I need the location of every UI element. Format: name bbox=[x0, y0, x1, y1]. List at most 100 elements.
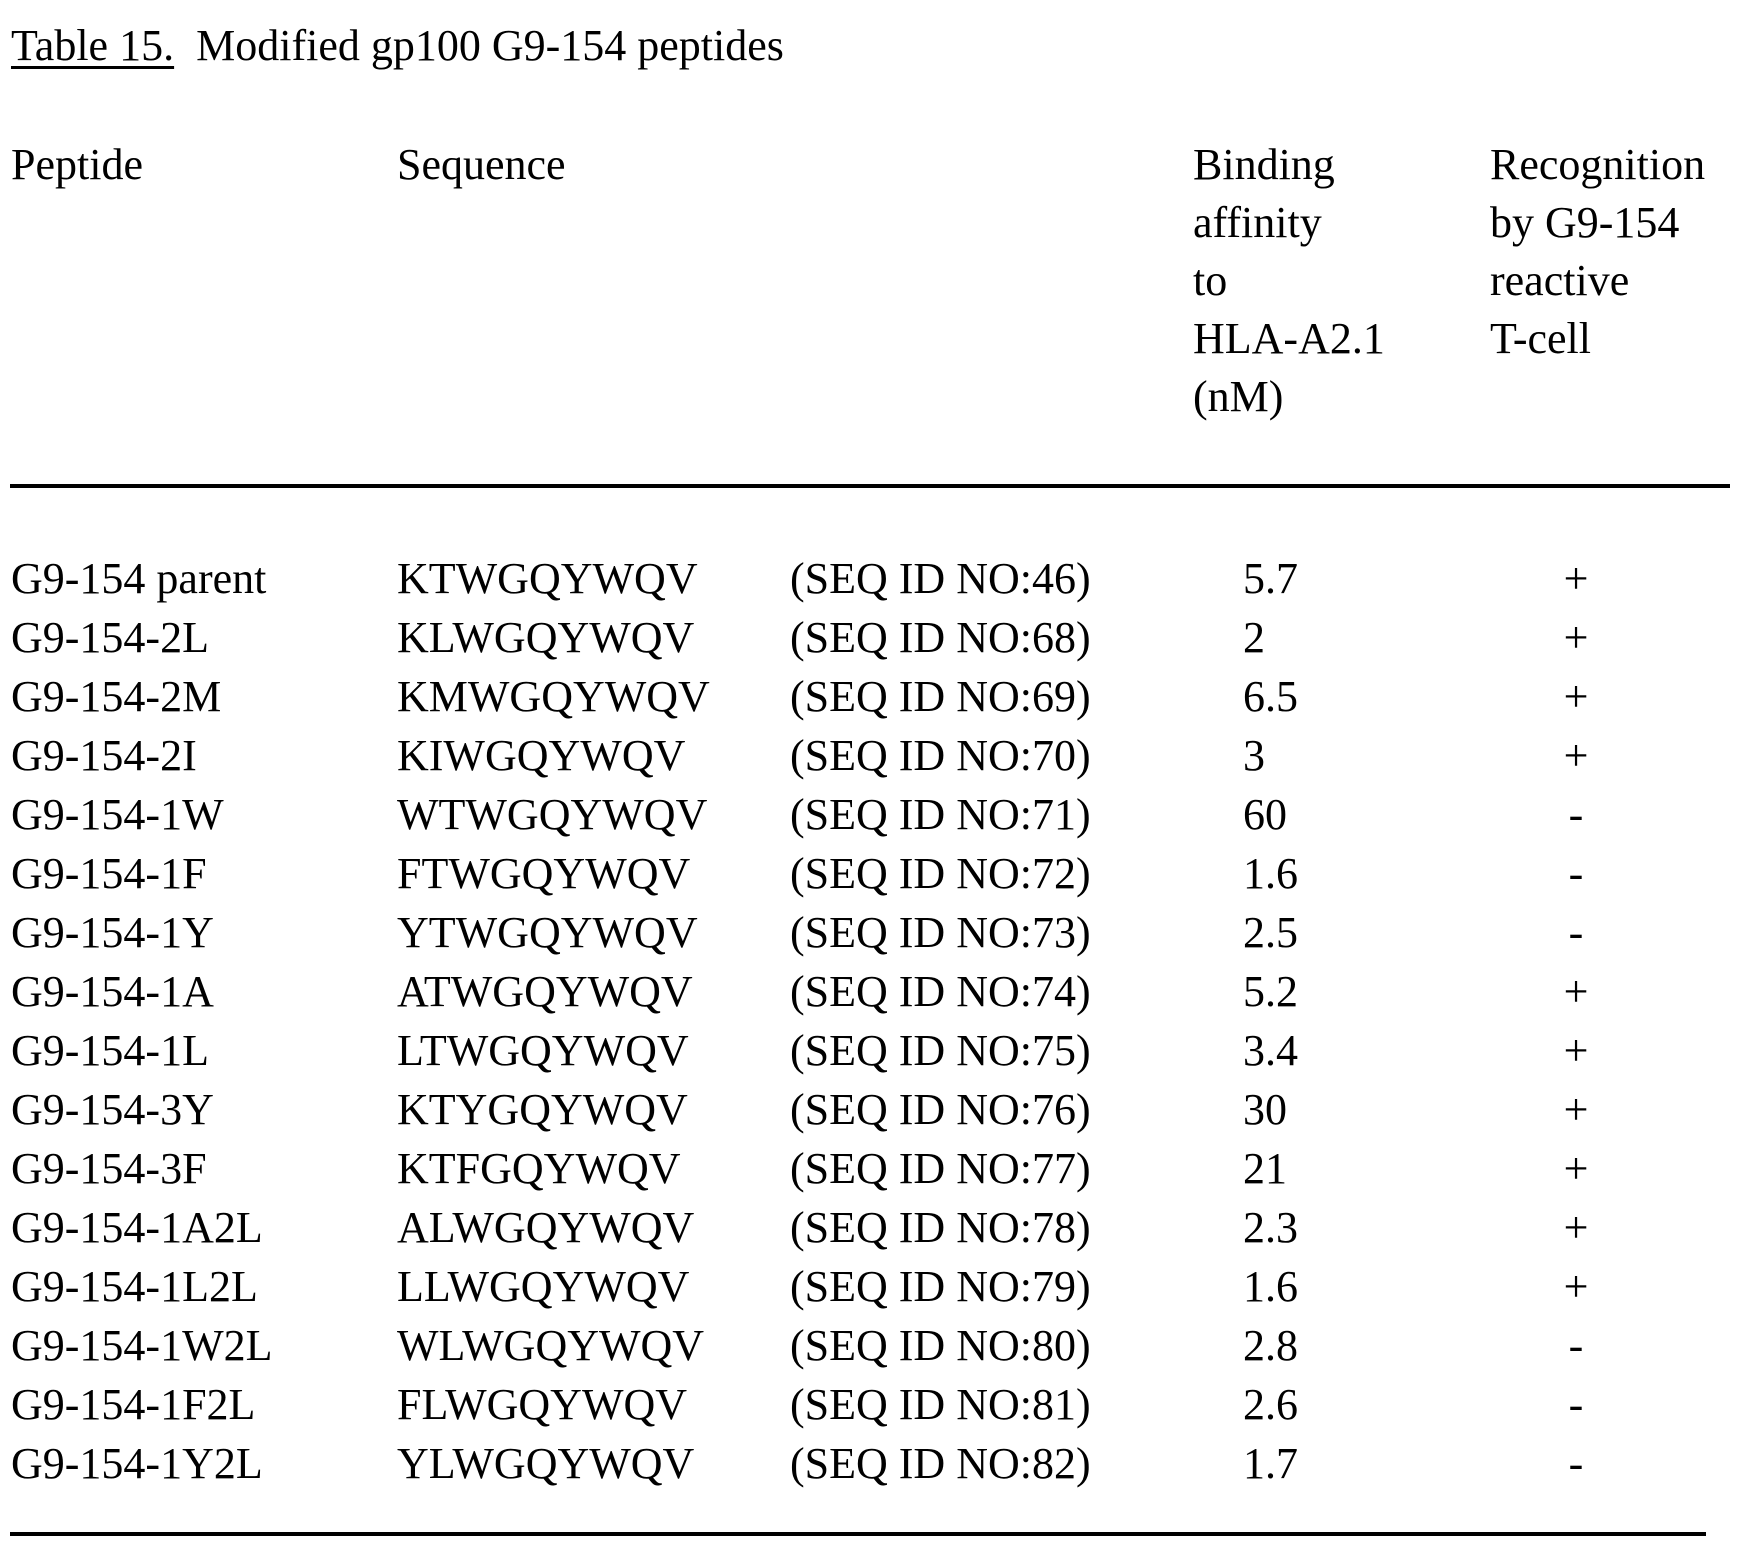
recognition-cell: + bbox=[1548, 608, 1604, 667]
binding-affinity-cell: 2.3 bbox=[1243, 1198, 1298, 1257]
sequence-cell: KLWGQYWQV bbox=[397, 608, 694, 667]
header-recognition-line: by G9-154 bbox=[1490, 194, 1705, 252]
seq-id-cell: (SEQ ID NO:79) bbox=[790, 1257, 1091, 1316]
recognition-cell: + bbox=[1548, 1257, 1604, 1316]
sequence-cell: KTFGQYWQV bbox=[397, 1139, 681, 1198]
table-row: G9-154-2LKLWGQYWQV(SEQ ID NO:68)2+ bbox=[0, 608, 1739, 667]
peptide-cell: G9-154-1L2L bbox=[11, 1257, 258, 1316]
recognition-cell: - bbox=[1548, 844, 1604, 903]
seq-id-cell: (SEQ ID NO:80) bbox=[790, 1316, 1091, 1375]
peptide-cell: G9-154-1L bbox=[11, 1021, 209, 1080]
seq-id-cell: (SEQ ID NO:78) bbox=[790, 1198, 1091, 1257]
table-row: G9-154-1A2L ALWGQYWQV (SEQ ID NO:78) 2.3 + bbox=[0, 1198, 1739, 1257]
binding-affinity-cell: 2.6 bbox=[1243, 1375, 1298, 1434]
header-binding-line: HLA-A2.1 bbox=[1193, 310, 1385, 368]
binding-affinity-cell: 5.2 bbox=[1243, 962, 1298, 1021]
table-number: Table 15. bbox=[11, 21, 174, 70]
binding-affinity-cell: 2.5 bbox=[1243, 903, 1298, 962]
sequence-cell: ALWGQYWQV bbox=[397, 1198, 694, 1257]
header-binding-line: to bbox=[1193, 252, 1385, 310]
table-row: G9-154-1Y2LYLWGQYWQV(SEQ ID NO:82)1.7- bbox=[0, 1434, 1739, 1493]
recognition-cell: - bbox=[1548, 903, 1604, 962]
header-sequence-line: Sequence bbox=[397, 136, 566, 194]
recognition-cell: + bbox=[1548, 962, 1604, 1021]
table-row: G9-154-1F2LFLWGQYWQV(SEQ ID NO:81)2.6- bbox=[0, 1375, 1739, 1434]
peptide-cell: G9-154-3Y bbox=[11, 1080, 214, 1139]
recognition-cell: + bbox=[1548, 549, 1604, 608]
table-row: G9-154-1L2LLLWGQYWQV(SEQ ID NO:79)1.6+ bbox=[0, 1257, 1739, 1316]
peptide-cell: G9-154-3F bbox=[11, 1139, 207, 1198]
header-recognition-line: reactive bbox=[1490, 252, 1705, 310]
header-divider-rule bbox=[10, 484, 1730, 488]
peptide-cell: G9-154-1W bbox=[11, 785, 224, 844]
binding-affinity-cell: 30 bbox=[1243, 1080, 1287, 1139]
table-caption: Modified gp100 G9-154 peptides bbox=[196, 21, 784, 70]
header-recognition-line: Recognition bbox=[1490, 136, 1705, 194]
binding-affinity-cell: 3 bbox=[1243, 726, 1265, 785]
recognition-cell: + bbox=[1548, 1139, 1604, 1198]
peptide-cell: G9-154-1F bbox=[11, 844, 207, 903]
seq-id-cell: (SEQ ID NO:77) bbox=[790, 1139, 1091, 1198]
peptide-cell: G9-154-2I bbox=[11, 726, 197, 785]
binding-affinity-cell: 6.5 bbox=[1243, 667, 1298, 726]
table-row: G9-154-3F KTFGQYWQV (SEQ ID NO:77) 21 + bbox=[0, 1139, 1739, 1198]
table-bottom-rule bbox=[10, 1532, 1706, 1536]
seq-id-cell: (SEQ ID NO:81) bbox=[790, 1375, 1091, 1434]
recognition-cell: + bbox=[1548, 726, 1604, 785]
sequence-cell: WLWGQYWQV bbox=[397, 1316, 704, 1375]
seq-id-cell: (SEQ ID NO:73) bbox=[790, 903, 1091, 962]
header-recognition: Recognition by G9-154 reactive T-cell bbox=[1490, 136, 1705, 368]
seq-id-cell: (SEQ ID NO:69) bbox=[790, 667, 1091, 726]
peptide-cell: G9-154-1Y bbox=[11, 903, 214, 962]
recognition-cell: + bbox=[1548, 1021, 1604, 1080]
sequence-cell: KIWGQYWQV bbox=[397, 726, 685, 785]
sequence-cell: LTWGQYWQV bbox=[397, 1021, 689, 1080]
header-binding-line: (nM) bbox=[1193, 368, 1385, 426]
header-peptide: Peptide bbox=[11, 136, 143, 194]
table-row: G9-154-1Y YTWGQYWQV (SEQ ID NO:73) 2.5 - bbox=[0, 903, 1739, 962]
seq-id-cell: (SEQ ID NO:68) bbox=[790, 608, 1091, 667]
table-row: G9-154-1WWTWGQYWQV(SEQ ID NO:71)60- bbox=[0, 785, 1739, 844]
binding-affinity-cell: 1.6 bbox=[1243, 1257, 1298, 1316]
peptide-cell: G9-154-1F2L bbox=[11, 1375, 255, 1434]
seq-id-cell: (SEQ ID NO:70) bbox=[790, 726, 1091, 785]
recognition-cell: - bbox=[1548, 1375, 1604, 1434]
recognition-cell: + bbox=[1548, 667, 1604, 726]
seq-id-cell: (SEQ ID NO:46) bbox=[790, 549, 1091, 608]
binding-affinity-cell: 2 bbox=[1243, 608, 1265, 667]
peptide-cell: G9-154-1A2L bbox=[11, 1198, 263, 1257]
header-binding-affinity: Binding affinity to HLA-A2.1 (nM) bbox=[1193, 136, 1385, 426]
binding-affinity-cell: 60 bbox=[1243, 785, 1287, 844]
header-recognition-line: T-cell bbox=[1490, 310, 1705, 368]
sequence-cell: KTYGQYWQV bbox=[397, 1080, 688, 1139]
seq-id-cell: (SEQ ID NO:74) bbox=[790, 962, 1091, 1021]
recognition-cell: - bbox=[1548, 1316, 1604, 1375]
table-row: G9-154-2I KIWGQYWQV (SEQ ID NO:70) 3 + bbox=[0, 726, 1739, 785]
peptide-cell: G9-154-1A bbox=[11, 962, 214, 1021]
seq-id-cell: (SEQ ID NO:72) bbox=[790, 844, 1091, 903]
binding-affinity-cell: 3.4 bbox=[1243, 1021, 1298, 1080]
table-row: G9-154-1L LTWGQYWQV (SEQ ID NO:75) 3.4 + bbox=[0, 1021, 1739, 1080]
binding-affinity-cell: 5.7 bbox=[1243, 549, 1298, 608]
sequence-cell: FTWGQYWQV bbox=[397, 844, 690, 903]
table-row: G9-154-2MKMWGQYWQV(SEQ ID NO:69)6.5+ bbox=[0, 667, 1739, 726]
table-row: G9-154-1W2LWLWGQYWQV(SEQ ID NO:80)2.8- bbox=[0, 1316, 1739, 1375]
seq-id-cell: (SEQ ID NO:76) bbox=[790, 1080, 1091, 1139]
seq-id-cell: (SEQ ID NO:75) bbox=[790, 1021, 1091, 1080]
header-sequence: Sequence bbox=[397, 136, 566, 194]
sequence-cell: YTWGQYWQV bbox=[397, 903, 698, 962]
sequence-cell: YLWGQYWQV bbox=[397, 1434, 694, 1493]
peptide-cell: G9-154-1W2L bbox=[11, 1316, 273, 1375]
recognition-cell: + bbox=[1548, 1198, 1604, 1257]
sequence-cell: KTWGQYWQV bbox=[397, 549, 698, 608]
header-binding-line: affinity bbox=[1193, 194, 1385, 252]
table-row: G9-154-1A ATWGQYWQV (SEQ ID NO:74) 5.2 + bbox=[0, 962, 1739, 1021]
recognition-cell: - bbox=[1548, 785, 1604, 844]
binding-affinity-cell: 21 bbox=[1243, 1139, 1287, 1198]
seq-id-cell: (SEQ ID NO:82) bbox=[790, 1434, 1091, 1493]
header-binding-line: Binding bbox=[1193, 136, 1385, 194]
binding-affinity-cell: 1.7 bbox=[1243, 1434, 1298, 1493]
table-row: G9-154 parentKTWGQYWQV(SEQ ID NO:46)5.7+ bbox=[0, 549, 1739, 608]
table-title: Table 15. Modified gp100 G9-154 peptides bbox=[11, 18, 784, 74]
sequence-cell: ATWGQYWQV bbox=[397, 962, 693, 1021]
